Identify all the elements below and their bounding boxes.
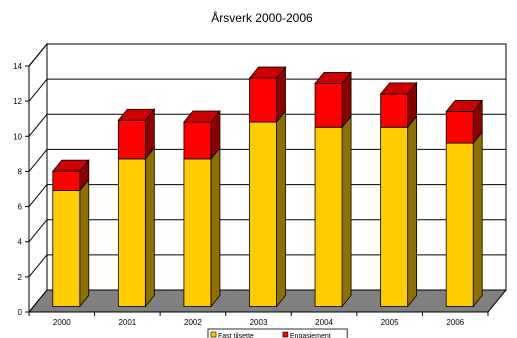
bar-Engasjement-2002 xyxy=(183,121,212,160)
legend-box xyxy=(207,328,348,338)
bar-top-Engasjement-2006 xyxy=(445,100,484,112)
bar-side-Fast tilsette-2002 xyxy=(210,146,221,308)
bar-side-Fast tilsette-2004 xyxy=(341,115,352,308)
x-tick-label: 2003 xyxy=(250,318,268,327)
legend-label: Engasjement xyxy=(290,333,331,338)
bar-Engasjement-2003 xyxy=(249,77,277,123)
bar-Engasjement-2000 xyxy=(52,170,81,191)
legend-swatch-Engasjement xyxy=(282,331,289,338)
bar-Fast tilsette-2003 xyxy=(249,121,277,307)
bar-top-Engasjement-2003 xyxy=(248,66,287,79)
bar-side-Fast tilsette-2006 xyxy=(472,130,483,308)
y-tick-label: 2 xyxy=(18,273,23,282)
gridline-side xyxy=(28,184,48,207)
bar-top-Engasjement-2000 xyxy=(51,159,90,172)
bar-side-Fast tilsette-2005 xyxy=(407,115,418,308)
y-tick-label: 0 xyxy=(18,308,23,317)
bar-top-Engasjement-2001 xyxy=(117,108,156,121)
bar-side-Fast tilsette-2003 xyxy=(276,109,286,308)
legend-label: Fast tilsette xyxy=(218,333,254,338)
bar-top-Engasjement-2004 xyxy=(314,71,352,84)
y-tick-label: 14 xyxy=(13,62,22,71)
y-tick-label: 10 xyxy=(13,132,22,141)
bar-Fast tilsette-2004 xyxy=(314,126,343,307)
chart-title: Årsverk 2000-2006 xyxy=(211,10,313,25)
bar-Engasjement-2005 xyxy=(380,93,409,128)
gridline-side xyxy=(28,219,48,243)
gridline-side xyxy=(28,113,48,137)
x-tick-label: 2000 xyxy=(53,318,71,327)
x-axis: 2000 2001 2002 2003 2004 2005 2006 xyxy=(28,311,489,327)
bar-Engasjement-2006 xyxy=(445,111,474,144)
bar-Fast tilsette-2002 xyxy=(183,158,212,307)
legend: Fast tilsette Engasjement xyxy=(207,328,348,338)
x-tick-label: 2004 xyxy=(315,318,333,327)
bar-Engasjement-2004 xyxy=(314,82,343,128)
y-tick-label: 4 xyxy=(18,238,23,247)
x-tick-label: 2005 xyxy=(381,318,399,327)
bar-Fast tilsette-2006 xyxy=(445,142,474,307)
bar-top-Engasjement-2002 xyxy=(183,110,221,123)
bar-Fast tilsette-2001 xyxy=(117,158,146,307)
x-tick-label: 2002 xyxy=(184,318,202,327)
gridline-side xyxy=(28,43,48,67)
legend-swatch-Fast tilsette xyxy=(210,331,217,338)
x-tick-label: 2001 xyxy=(118,318,136,327)
bar-Fast tilsette-2000 xyxy=(52,190,81,307)
gridline-side xyxy=(28,78,48,102)
y-axis: 0 2 4 6 8 10 12 14 xyxy=(13,62,30,317)
bar-side-Fast tilsette-2000 xyxy=(79,178,90,308)
y-tick-label: 6 xyxy=(18,203,23,212)
y-tick-label: 8 xyxy=(18,167,23,176)
gridline-side xyxy=(28,254,48,278)
y-tick-label: 12 xyxy=(13,97,22,106)
bar-Engasjement-2001 xyxy=(117,119,146,160)
gridline-side xyxy=(28,149,48,172)
bars xyxy=(51,65,484,308)
side-wall-panel xyxy=(28,42,48,314)
x-tick-label: 2006 xyxy=(446,318,464,327)
bar-Fast tilsette-2005 xyxy=(380,126,409,307)
bar-side-Fast tilsette-2001 xyxy=(144,146,155,308)
bar-top-Engasjement-2005 xyxy=(379,82,418,95)
